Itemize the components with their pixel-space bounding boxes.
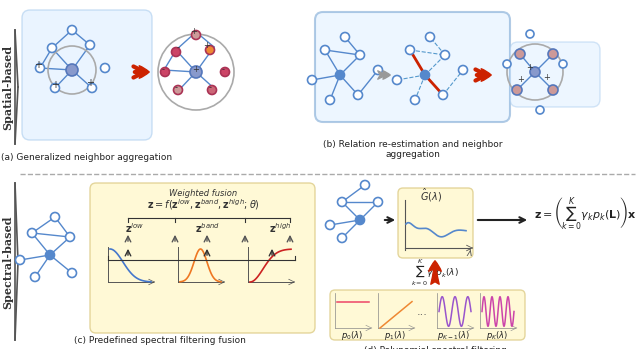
Circle shape [51, 83, 60, 92]
Circle shape [326, 221, 335, 230]
Circle shape [440, 51, 449, 59]
Text: $\mathbf{z}^{band}$: $\mathbf{z}^{band}$ [195, 221, 220, 235]
Circle shape [173, 86, 182, 95]
Text: +: + [543, 73, 550, 82]
Circle shape [548, 49, 558, 59]
Circle shape [340, 32, 349, 42]
FancyBboxPatch shape [398, 188, 473, 258]
Circle shape [307, 75, 317, 84]
Circle shape [526, 30, 534, 38]
Circle shape [353, 90, 362, 99]
Circle shape [66, 64, 78, 76]
FancyBboxPatch shape [510, 42, 600, 107]
Circle shape [530, 67, 540, 77]
Text: ...: ... [417, 307, 428, 317]
Circle shape [355, 215, 365, 224]
Text: $\mathbf{z} = f(\mathbf{z}^{low}, \mathbf{z}^{band}, \mathbf{z}^{high}; \theta)$: $\mathbf{z} = f(\mathbf{z}^{low}, \mathb… [147, 198, 259, 213]
Circle shape [360, 180, 369, 190]
Text: +: + [193, 66, 200, 74]
Circle shape [67, 268, 77, 277]
Circle shape [512, 85, 522, 95]
Circle shape [47, 44, 56, 52]
Circle shape [88, 83, 97, 92]
Text: -: - [209, 83, 211, 92]
Circle shape [190, 66, 202, 78]
Circle shape [420, 70, 429, 80]
Circle shape [207, 86, 216, 95]
Text: +: + [86, 78, 94, 88]
Circle shape [67, 25, 77, 35]
Text: $p_K(\lambda)$: $p_K(\lambda)$ [486, 329, 508, 342]
Circle shape [45, 251, 54, 260]
Text: Spectral-based: Spectral-based [3, 215, 13, 309]
Text: $\hat{G}(\lambda)$: $\hat{G}(\lambda)$ [420, 186, 442, 203]
Text: $\sum_{k=0}^{K} \gamma_k p_k(\lambda)$: $\sum_{k=0}^{K} \gamma_k p_k(\lambda)$ [411, 258, 459, 288]
Circle shape [65, 232, 74, 242]
Circle shape [321, 45, 330, 54]
Text: $\mathbf{z} = \left(\sum_{k=0}^{K} \gamma_k p_k(\mathbf{L})\right)\mathbf{x}$: $\mathbf{z} = \left(\sum_{k=0}^{K} \gamm… [534, 195, 636, 231]
Circle shape [392, 75, 401, 84]
Text: +: + [51, 80, 59, 90]
Circle shape [426, 32, 435, 42]
FancyBboxPatch shape [90, 183, 315, 333]
Text: (c) Predefined spectral filtering fusion: (c) Predefined spectral filtering fusion [74, 336, 246, 345]
Text: (a) Generalized neighbor aggregation: (a) Generalized neighbor aggregation [1, 153, 173, 162]
FancyBboxPatch shape [22, 10, 152, 140]
Text: -: - [175, 83, 177, 92]
Text: +: + [527, 62, 533, 72]
Circle shape [410, 96, 419, 104]
Circle shape [503, 60, 511, 68]
Text: Spatial-based: Spatial-based [3, 44, 13, 129]
Text: +: + [518, 75, 524, 84]
Text: +: + [204, 42, 211, 51]
Circle shape [559, 60, 567, 68]
Text: Weighted fusion: Weighted fusion [169, 188, 237, 198]
Circle shape [161, 67, 170, 76]
Circle shape [86, 40, 95, 50]
Circle shape [438, 90, 447, 99]
Circle shape [406, 45, 415, 54]
Text: $p_{K-1}(\lambda)$: $p_{K-1}(\lambda)$ [437, 329, 470, 342]
Text: -: - [177, 44, 179, 52]
Text: (b) Relation re-estimation and neighbor
aggregation: (b) Relation re-estimation and neighbor … [323, 140, 503, 159]
Text: +: + [191, 28, 197, 37]
Circle shape [458, 66, 467, 74]
Circle shape [205, 45, 214, 54]
Text: (d) Polynomial spectral filtering: (d) Polynomial spectral filtering [364, 346, 506, 349]
Circle shape [28, 229, 36, 238]
Text: -: - [161, 66, 164, 74]
Text: $p_1(\lambda)$: $p_1(\lambda)$ [384, 329, 406, 342]
Text: $\lambda$: $\lambda$ [467, 246, 474, 258]
Circle shape [191, 30, 200, 39]
Circle shape [51, 213, 60, 222]
Text: $\mathbf{z}^{low}$: $\mathbf{z}^{low}$ [125, 221, 145, 235]
Circle shape [221, 67, 230, 76]
Circle shape [374, 198, 383, 207]
Circle shape [355, 51, 365, 59]
Circle shape [326, 96, 335, 104]
Circle shape [31, 273, 40, 282]
Circle shape [335, 70, 344, 80]
Text: $p_0(\lambda)$: $p_0(\lambda)$ [341, 329, 363, 342]
Circle shape [374, 66, 383, 74]
FancyBboxPatch shape [315, 12, 510, 122]
Circle shape [548, 85, 558, 95]
Text: -: - [221, 66, 225, 74]
Circle shape [100, 64, 109, 73]
Text: $\mathbf{z}^{high}$: $\mathbf{z}^{high}$ [269, 221, 291, 235]
Circle shape [15, 255, 24, 265]
Circle shape [337, 233, 346, 243]
Circle shape [172, 47, 180, 57]
Circle shape [515, 49, 525, 59]
Circle shape [337, 198, 346, 207]
Text: +: + [34, 60, 42, 70]
Circle shape [35, 64, 45, 73]
FancyBboxPatch shape [330, 290, 525, 340]
Circle shape [536, 106, 544, 114]
